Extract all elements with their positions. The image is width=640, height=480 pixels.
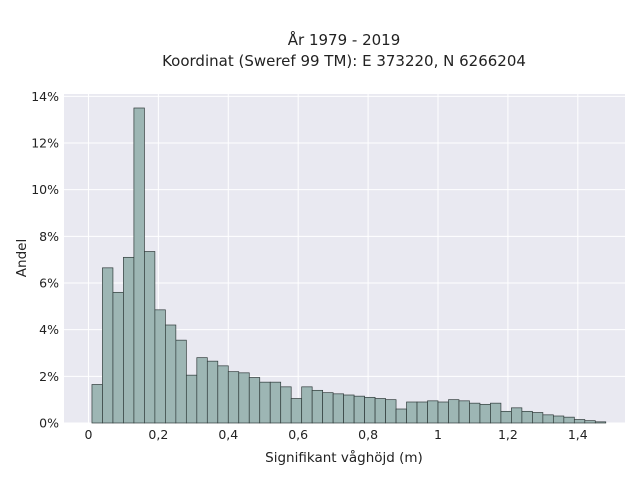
histogram-bar (364, 396, 376, 424)
histogram-bar (594, 421, 607, 424)
histogram-bar (248, 377, 261, 424)
histogram-bar (322, 392, 334, 424)
histogram-bar (144, 251, 156, 424)
histogram-bar (448, 399, 460, 424)
y-tick-label: 6% (39, 276, 59, 291)
x-tick-label: 1,4 (568, 427, 588, 442)
histogram-bar (112, 291, 124, 424)
histogram-bar (269, 381, 282, 424)
histogram-bar (91, 384, 103, 424)
chart-title-line-2: Koordinat (Sweref 99 TM): E 373220, N 62… (162, 52, 526, 70)
histogram-bar (343, 394, 355, 424)
histogram-bar (437, 401, 449, 424)
histogram-bar (133, 107, 145, 424)
histogram-bar (332, 393, 344, 424)
histogram-bar (227, 371, 240, 424)
y-tick-label: 8% (39, 229, 59, 244)
histogram-bar (511, 407, 523, 424)
histogram-bar (416, 401, 428, 424)
x-tick-label: 1 (434, 427, 442, 442)
histogram-bar (301, 386, 313, 424)
histogram-bar (500, 410, 512, 424)
histogram-bar (102, 267, 114, 424)
histogram-bar (311, 389, 324, 424)
histogram-bar (259, 381, 271, 424)
histogram-bar (406, 401, 418, 424)
histogram-bar (427, 400, 439, 424)
histogram-bar (385, 399, 397, 424)
histogram-bar (185, 374, 198, 424)
histogram-bar (552, 415, 565, 424)
histogram-bar (458, 400, 470, 424)
x-tick-label: 0 (84, 427, 92, 442)
y-tick-label: 4% (39, 322, 59, 337)
x-tick-label: 0,2 (148, 427, 168, 442)
histogram-bar (196, 357, 208, 424)
y-tick-label: 2% (39, 369, 59, 384)
x-tick-label: 0,4 (218, 427, 238, 442)
histogram-bar (353, 395, 365, 424)
histogram-bar (395, 408, 407, 424)
y-axis-label: Andel (14, 239, 30, 277)
y-axis-ticks: 0% 2% 4% 6% 8% 10% 12% 14% (31, 89, 59, 431)
histogram-bar (123, 256, 135, 424)
x-axis-label: Signifikant våghöjd (m) (265, 449, 423, 466)
histogram-bar (165, 324, 177, 424)
histogram-bar (154, 309, 166, 424)
histogram-bar (573, 419, 586, 424)
x-axis-ticks: 0 0,2 0,4 0,6 0,8 1 1,2 1,4 (84, 427, 587, 442)
histogram-bar (584, 420, 596, 424)
y-tick-label: 10% (31, 182, 59, 197)
histogram-bar (479, 403, 491, 424)
histogram-bar (469, 402, 481, 424)
histogram-bar (542, 414, 554, 424)
histogram-bar (217, 365, 229, 424)
histogram-bar (490, 402, 502, 424)
histogram-bar (175, 339, 187, 424)
histogram-bar (563, 416, 575, 424)
histogram-bar (280, 386, 292, 424)
x-tick-label: 1,2 (498, 427, 518, 442)
chart-title-line-1: År 1979 - 2019 (288, 30, 401, 49)
histogram-bar (238, 372, 250, 424)
histogram-bar (290, 398, 303, 424)
histogram-bar (532, 412, 544, 424)
y-tick-label: 14% (31, 89, 59, 104)
y-tick-label: 12% (31, 136, 59, 151)
x-tick-label: 0,8 (358, 427, 378, 442)
histogram-bar (374, 398, 386, 424)
histogram-bars (91, 107, 607, 424)
histogram-bar (206, 360, 219, 424)
y-tick-label: 0% (39, 416, 59, 431)
histogram-bar (521, 410, 533, 424)
x-tick-label: 0,6 (288, 427, 308, 442)
